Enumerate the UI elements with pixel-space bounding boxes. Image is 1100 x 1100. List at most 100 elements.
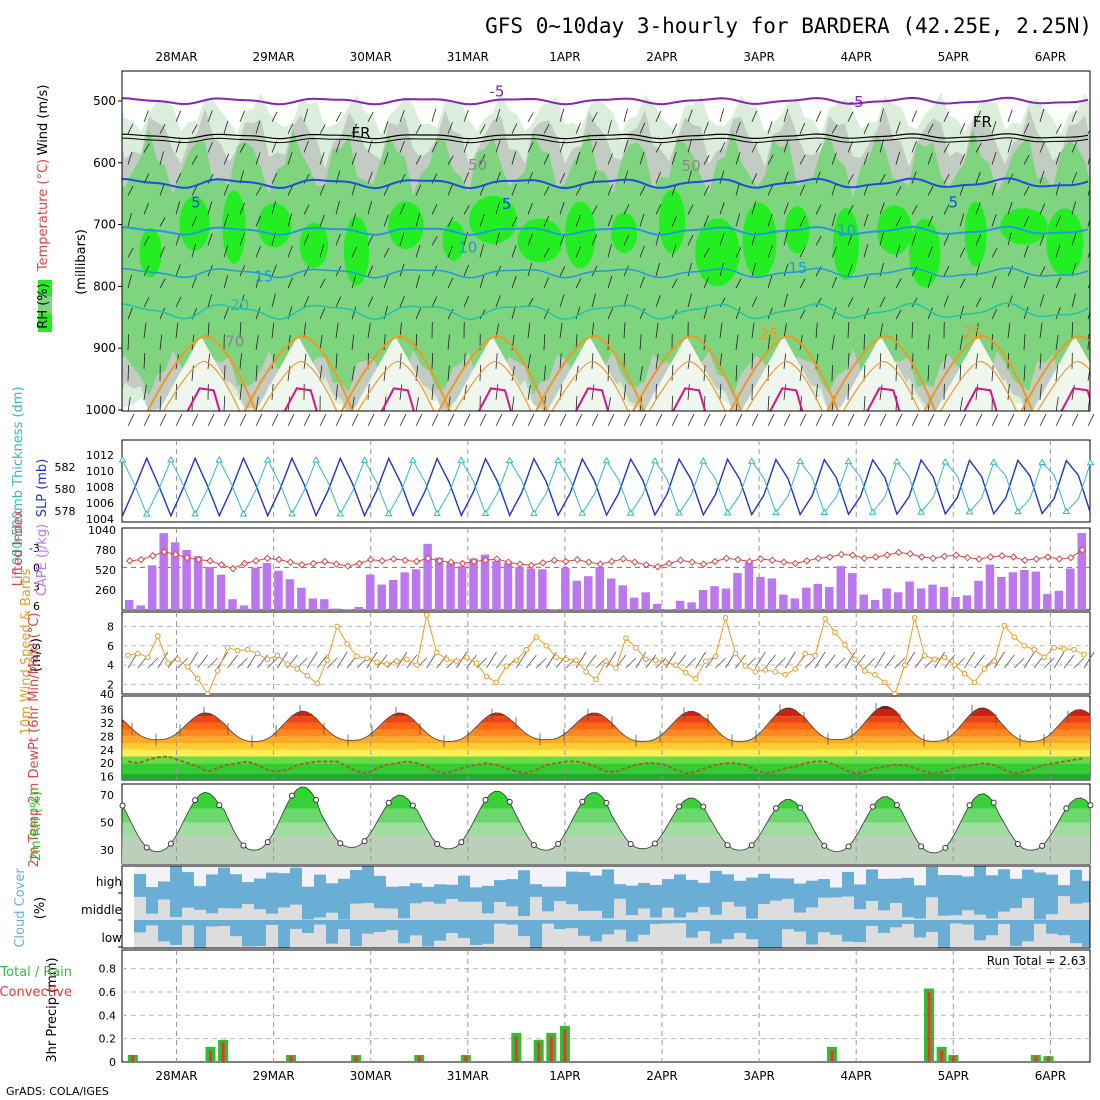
wind-speed-marker (722, 614, 729, 621)
cloud-cell (1046, 933, 1058, 948)
wind-barb-surface (159, 413, 167, 427)
cape-bar (1008, 572, 1018, 610)
cape-bar (618, 585, 627, 610)
li-marker (585, 558, 593, 566)
wind-barb (431, 236, 438, 246)
wind-barb (495, 201, 501, 215)
wind-barb (479, 154, 486, 165)
rh-marker (313, 796, 320, 803)
wind-barb (319, 214, 325, 227)
wind-barb (703, 155, 710, 165)
cape-bar (538, 569, 547, 610)
li-marker (780, 558, 788, 566)
rh-band-green (122, 128, 1090, 397)
li-marker (883, 551, 891, 559)
wind-barb (783, 108, 789, 122)
wind-barb (831, 213, 837, 227)
wind-barb (527, 202, 533, 215)
wind-barb (959, 213, 965, 227)
wind-barb-surface (399, 413, 407, 427)
cloud-cell (746, 866, 758, 878)
wind-barb (639, 334, 642, 351)
wind-barb (303, 108, 309, 122)
rh-marker (748, 842, 755, 849)
cloud-cell (794, 866, 806, 884)
wind-barb-10m (1023, 651, 1035, 669)
li-marker (1044, 553, 1052, 561)
wind-barb (639, 122, 646, 134)
wind-barb (1055, 396, 1059, 411)
wind-barb (223, 244, 229, 258)
wind-barb (639, 366, 643, 381)
wind-barb (879, 353, 882, 369)
wind-barb-10m (884, 654, 896, 669)
rh-blob-bright (659, 189, 686, 254)
cape-tick-label: 780 (95, 544, 116, 557)
wind-barb (799, 184, 806, 196)
cape-bar (985, 564, 995, 610)
li-marker (1032, 555, 1041, 563)
wind-barb (255, 307, 261, 320)
wind-barb (207, 294, 213, 308)
wind-barb (1055, 215, 1062, 227)
wind-barb (1007, 295, 1013, 308)
wind-barb (175, 296, 182, 308)
li-marker (240, 559, 249, 568)
wind-barb (943, 111, 950, 122)
wind-speed-marker (503, 663, 510, 669)
wind-speed-marker (682, 669, 689, 676)
precip-tick-label: 0 (109, 1056, 116, 1069)
cloud-cell (842, 941, 854, 948)
cloud-cell (938, 915, 950, 920)
wind-barb (943, 173, 950, 184)
wind-barb-10m (665, 651, 677, 669)
cloud-cell (770, 900, 782, 920)
cloud-cell (806, 866, 818, 881)
wind-barb (927, 215, 934, 227)
wind-barb-surface (943, 413, 951, 427)
wind-barb (879, 108, 884, 122)
wind-speed-marker (623, 635, 629, 641)
wind-barb (895, 244, 901, 258)
wind-tick-label: 8 (107, 620, 114, 633)
wind-barb (783, 293, 788, 308)
wind-barb-surface (1023, 413, 1031, 427)
wind-barb-10m (775, 657, 786, 669)
wind-barb (207, 173, 214, 184)
wind-barb (223, 395, 226, 411)
wind-speed-marker (334, 623, 340, 630)
cape-bar (652, 603, 662, 610)
slp-tick-label: 1006 (86, 497, 114, 510)
cloud-cell (566, 866, 578, 872)
cape-bar (848, 573, 857, 610)
wind-barb (495, 140, 501, 153)
cloud-cell (266, 924, 278, 948)
cloud-cell (914, 866, 926, 886)
li-marker (757, 555, 765, 563)
thickness-marker (626, 509, 635, 516)
date-tick-top: 6APR (1035, 50, 1066, 64)
wind-barb-10m (545, 651, 557, 669)
wind-barb (239, 143, 246, 153)
temp-band (122, 709, 1090, 717)
wind-barb (287, 213, 293, 227)
cloud-cell (710, 866, 722, 871)
cape-bar (515, 566, 524, 610)
cloud-cell (134, 896, 146, 920)
wind-barb-surface (511, 413, 519, 427)
rh-marker (603, 799, 610, 806)
cape-bar (962, 595, 972, 610)
wind-ylabel: 10m Wind Speed & Barbs (19, 569, 34, 736)
wind-barb (463, 204, 470, 215)
li-marker (608, 557, 616, 566)
wind-barb (383, 152, 389, 165)
wind-barb (1071, 110, 1077, 122)
cloud-cell (506, 866, 518, 880)
wind-barb (527, 142, 534, 153)
wind-barb (735, 213, 741, 227)
contour-label: 5 (191, 193, 201, 211)
wind-barb (591, 234, 598, 246)
cloud-cell (458, 937, 470, 948)
rh-marker (893, 802, 900, 809)
wind-barb (351, 213, 357, 227)
